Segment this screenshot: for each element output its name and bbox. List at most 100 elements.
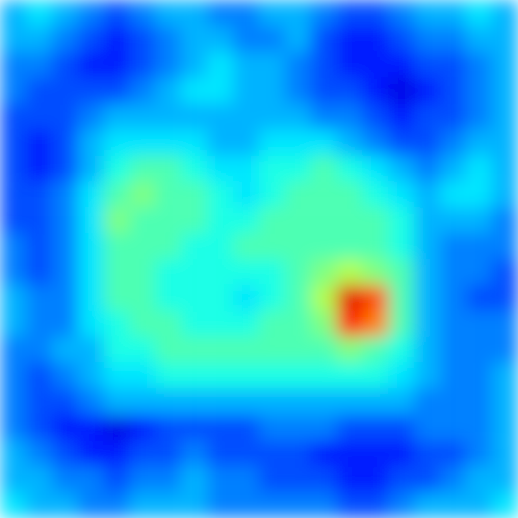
heat-cell xyxy=(155,440,181,466)
heat-cell xyxy=(337,207,363,233)
heat-cell xyxy=(492,285,518,311)
heat-cell xyxy=(130,363,156,389)
heat-cell xyxy=(363,233,389,259)
heat-cell xyxy=(311,233,337,259)
heat-cell xyxy=(0,389,26,415)
heat-cell xyxy=(363,363,389,389)
heat-cell xyxy=(389,311,415,337)
heat-cell xyxy=(233,181,259,207)
heat-cell xyxy=(466,492,492,518)
heat-cell xyxy=(389,181,415,207)
heat-cell xyxy=(130,492,156,518)
heat-cell xyxy=(466,233,492,259)
heat-cell xyxy=(414,440,440,466)
heat-cell xyxy=(26,181,52,207)
heat-cell xyxy=(259,130,285,156)
heat-cell xyxy=(0,440,26,466)
heat-cell xyxy=(130,466,156,492)
heat-cell xyxy=(233,52,259,78)
heat-cell xyxy=(285,363,311,389)
heat-cell xyxy=(363,207,389,233)
heat-cell xyxy=(26,0,52,26)
heat-cell xyxy=(104,440,130,466)
heat-cell xyxy=(52,337,78,363)
heat-cell xyxy=(440,414,466,440)
heat-cell xyxy=(181,155,207,181)
heat-cell xyxy=(0,363,26,389)
heat-cell xyxy=(259,466,285,492)
heat-cell xyxy=(233,26,259,52)
heat-cell xyxy=(78,26,104,52)
heat-cell xyxy=(0,233,26,259)
heat-cell xyxy=(0,466,26,492)
heat-cell xyxy=(259,285,285,311)
heat-cell xyxy=(26,233,52,259)
heat-cell xyxy=(414,104,440,130)
heat-cell xyxy=(259,311,285,337)
heat-cell xyxy=(52,52,78,78)
heat-cell xyxy=(466,259,492,285)
heat-cell xyxy=(259,337,285,363)
heat-cell xyxy=(130,181,156,207)
heat-cell xyxy=(233,155,259,181)
heat-cell xyxy=(0,207,26,233)
heat-cell xyxy=(466,414,492,440)
heat-cell xyxy=(363,259,389,285)
heat-cell xyxy=(181,233,207,259)
heat-cell xyxy=(414,285,440,311)
heat-cell xyxy=(207,78,233,104)
heat-cell xyxy=(181,52,207,78)
heat-cell xyxy=(414,155,440,181)
heat-cell xyxy=(466,181,492,207)
heat-cell xyxy=(181,363,207,389)
heat-cell xyxy=(130,233,156,259)
heat-cell xyxy=(78,440,104,466)
heat-cell xyxy=(311,440,337,466)
heat-cell xyxy=(363,285,389,311)
heat-cell xyxy=(389,285,415,311)
heat-cell xyxy=(26,414,52,440)
heat-cell xyxy=(155,311,181,337)
heat-cell xyxy=(104,181,130,207)
heat-cell xyxy=(363,311,389,337)
heat-cell xyxy=(389,233,415,259)
heat-cell xyxy=(389,492,415,518)
heat-cell xyxy=(440,337,466,363)
heat-cell xyxy=(207,104,233,130)
heat-cell xyxy=(207,492,233,518)
heat-cell xyxy=(414,52,440,78)
heat-cell xyxy=(311,26,337,52)
heat-cell xyxy=(414,233,440,259)
heat-cell xyxy=(492,337,518,363)
heat-cell xyxy=(492,181,518,207)
heat-cell xyxy=(337,52,363,78)
heat-cell xyxy=(492,52,518,78)
heat-cell xyxy=(285,130,311,156)
heat-cell xyxy=(0,337,26,363)
heat-cell xyxy=(26,52,52,78)
heat-cell xyxy=(78,181,104,207)
heat-cell xyxy=(0,130,26,156)
heat-cell xyxy=(466,285,492,311)
heat-cell xyxy=(0,311,26,337)
heat-cell xyxy=(0,414,26,440)
heat-cell xyxy=(440,0,466,26)
heat-cell xyxy=(389,52,415,78)
heat-cell xyxy=(440,492,466,518)
heat-cell xyxy=(78,466,104,492)
heat-cell xyxy=(104,26,130,52)
heat-cell xyxy=(155,414,181,440)
plot-area xyxy=(0,0,518,518)
heat-cell xyxy=(466,466,492,492)
heat-cell xyxy=(207,181,233,207)
heat-cell xyxy=(78,492,104,518)
heat-cell xyxy=(26,440,52,466)
heat-cell xyxy=(130,130,156,156)
heat-cell xyxy=(259,233,285,259)
heat-cell xyxy=(233,337,259,363)
heat-cell xyxy=(181,285,207,311)
heat-cell xyxy=(104,52,130,78)
heat-cell xyxy=(389,414,415,440)
heat-cell xyxy=(259,52,285,78)
heat-cell xyxy=(155,259,181,285)
